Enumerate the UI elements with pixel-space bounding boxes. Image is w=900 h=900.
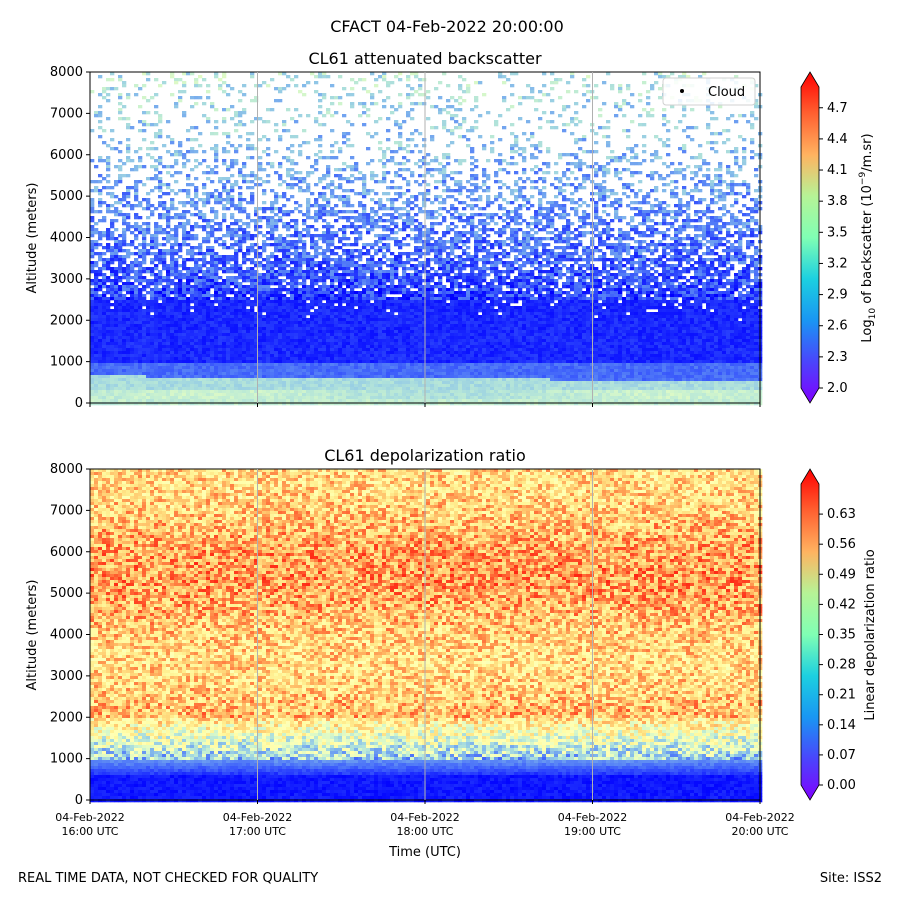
y-tick-label: 2000 (50, 313, 83, 328)
panel2-colorbar: 0.00 0.07 0.14 0.21 0.28 0.35 0.42 0.49 0.56 0.63… (801, 469, 878, 800)
x-tick-date: 04-Feb-2022 (390, 811, 459, 824)
y-tick-label: 7000 (50, 503, 83, 518)
y-tick-label: 4000 (50, 628, 83, 643)
figure-suptitle: CFACT 04-Feb-2022 20:00:00 (330, 17, 564, 36)
footer-site: Site: ISS2 (820, 871, 882, 886)
colorbar-tick-label: 3.5 (827, 225, 848, 240)
colorbar2-body (801, 469, 819, 800)
colorbar-tick-label: 0.49 (827, 567, 856, 582)
panel1-y-axis: 0 1000 2000 3000 4000 5000 6000 7000 8000 (50, 65, 90, 411)
colorbar-tick-label: 0.00 (827, 778, 856, 793)
x-tick-time: 20:00 UTC (731, 825, 788, 838)
y-tick-label: 8000 (50, 462, 83, 477)
backscatter-heatmap (90, 72, 762, 405)
panel1-colorbar: 2.0 2.3 2.6 2.9 3.2 3.5 3.8 4.1 4.4 4.7 Log10 of … (801, 72, 878, 403)
panel-backscatter: CL61 attenuated backscatter 0 1000 2000 300… (25, 49, 878, 411)
colorbar-tick-label: 0.42 (827, 597, 856, 612)
colorbar-tick-label: 3.8 (827, 194, 848, 209)
colorbar1-label: Log10 of backscatter (10−9/m.sr) (858, 133, 878, 342)
x-tick-time: 18:00 UTC (396, 825, 453, 838)
colorbar-tick-label: 3.2 (827, 256, 848, 271)
colorbar-tick-label: 0.56 (827, 537, 856, 552)
y-tick-label: 0 (75, 396, 83, 411)
y-tick-label: 5000 (50, 586, 83, 601)
colorbar-tick-label: 0.35 (827, 628, 856, 643)
panel2-ylabel: Altitude (meters) (25, 580, 40, 691)
colorbar-tick-label: 0.28 (827, 658, 856, 673)
x-tick-date: 04-Feb-2022 (558, 811, 627, 824)
panel2-y-axis: 0 1000 2000 3000 4000 5000 6000 7000 8000 (50, 462, 90, 808)
x-tick-time: 16:00 UTC (61, 825, 118, 838)
colorbar-tick-label: 0.21 (827, 688, 856, 703)
x-tick-date: 04-Feb-2022 (223, 811, 292, 824)
colorbar-tick-label: 2.3 (827, 350, 848, 365)
panel1-title: CL61 attenuated backscatter (308, 49, 542, 68)
figure: CFACT 04-Feb-2022 20:00:00 CL61 attenuat… (0, 0, 900, 900)
panel1-legend: Cloud (663, 78, 755, 105)
panel2-xlabel: Time (UTC) (388, 845, 461, 860)
y-tick-label: 1000 (50, 752, 83, 767)
colorbar-tick-label: 0.63 (827, 507, 856, 522)
colorbar2-label: Linear depolarization ratio (863, 549, 878, 720)
y-tick-label: 1000 (50, 355, 83, 370)
legend-cloud-marker (680, 89, 684, 93)
colorbar-tick-label: 0.14 (827, 718, 856, 733)
colorbar-tick-label: 4.1 (827, 163, 848, 178)
y-tick-label: 6000 (50, 545, 83, 560)
colorbar1-body (801, 72, 819, 403)
x-tick-time: 17:00 UTC (229, 825, 286, 838)
depolarization-heatmap (90, 469, 762, 802)
y-tick-label: 3000 (50, 669, 83, 684)
colorbar-tick-label: 2.0 (827, 381, 848, 396)
colorbar1-ticks: 2.0 2.3 2.6 2.9 3.2 3.5 3.8 4.1 4.4 4.7 (819, 101, 848, 396)
colorbar-tick-label: 2.9 (827, 288, 848, 303)
y-tick-label: 3000 (50, 272, 83, 287)
y-tick-label: 0 (75, 793, 83, 808)
panel1-ylabel: Altitude (meters) (25, 183, 40, 294)
colorbar-tick-label: 4.7 (827, 101, 848, 116)
colorbar-tick-label: 0.07 (827, 748, 856, 763)
panel2-title: CL61 depolarization ratio (324, 446, 526, 465)
y-tick-label: 2000 (50, 710, 83, 725)
y-tick-label: 8000 (50, 65, 83, 80)
x-tick-date: 04-Feb-2022 (725, 811, 794, 824)
y-tick-label: 6000 (50, 148, 83, 163)
y-tick-label: 7000 (50, 106, 83, 121)
colorbar-tick-label: 4.4 (827, 132, 848, 147)
x-tick-date: 04-Feb-2022 (55, 811, 124, 824)
legend-cloud-label: Cloud (708, 85, 745, 100)
footer-disclaimer: REAL TIME DATA, NOT CHECKED FOR QUALITY (18, 871, 318, 886)
panel-depolarization: CL61 depolarization ratio 0 1000 2000 3000 4… (25, 446, 878, 860)
colorbar-tick-label: 2.6 (827, 319, 848, 334)
x-tick-time: 19:00 UTC (564, 825, 621, 838)
y-tick-label: 5000 (50, 189, 83, 204)
y-tick-label: 4000 (50, 231, 83, 246)
colorbar2-ticks: 0.00 0.07 0.14 0.21 0.28 0.35 0.42 0.49 0.56 0.63 (819, 507, 856, 793)
